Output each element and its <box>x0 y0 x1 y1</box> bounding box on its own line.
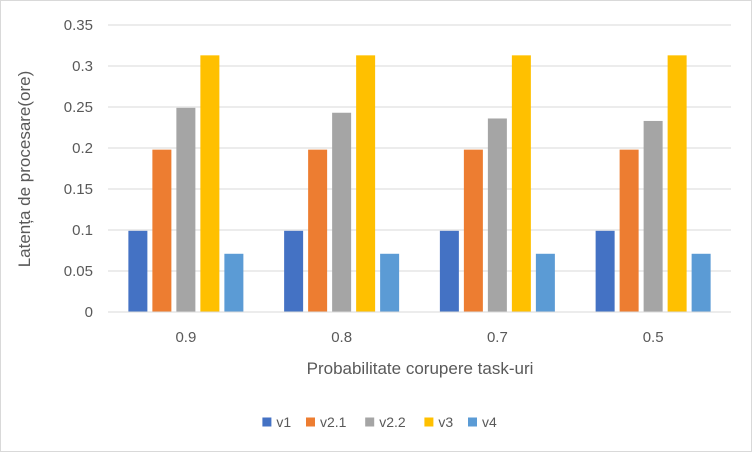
y-tick-label: 0 <box>85 304 93 321</box>
legend-swatch-v4 <box>468 417 477 427</box>
bar-v2.2-0.9 <box>176 107 196 312</box>
y-axis-title: Latența de procesare(ore) <box>15 71 34 268</box>
legend-label: v2.2 <box>379 414 406 430</box>
bar-v2.1-0.8 <box>308 149 328 312</box>
bars <box>128 55 711 313</box>
bar-v1-0.5 <box>595 230 615 312</box>
legend-label: v1 <box>276 414 291 430</box>
y-tick-label: 0.05 <box>64 263 93 280</box>
legend-swatch-v3 <box>424 417 434 427</box>
y-tick-label: 0.15 <box>64 181 93 198</box>
bar-v2.2-0.8 <box>332 112 352 313</box>
legend-label: v4 <box>482 414 497 430</box>
legend: v1 v2.1 v2.2 v3 v4 <box>262 414 497 430</box>
legend-swatch-v2.1 <box>306 417 315 427</box>
x-tick-label: 0.7 <box>487 329 508 346</box>
x-axis-title: Probabilitate corupere task-uri <box>307 359 534 378</box>
x-tick-label: 0.8 <box>331 329 352 346</box>
bar-v4-0.7 <box>535 253 555 312</box>
bar-v2.2-0.7 <box>487 118 507 312</box>
y-tick-label: 0.1 <box>72 222 93 239</box>
bar-v3-0.7 <box>511 55 531 313</box>
axes: 0 0.05 0.1 0.15 0.2 0.25 0.3 0.35 0.9 0.8 0.7 0.5 <box>64 17 731 346</box>
y-tick-label: 0.35 <box>64 17 93 34</box>
bar-v2.1-0.5 <box>619 149 639 312</box>
bar-v2.1-0.7 <box>463 149 483 312</box>
bar-v1-0.9 <box>128 230 148 312</box>
legend-label: v3 <box>438 414 453 430</box>
bar-v1-0.7 <box>439 230 459 312</box>
x-tick-label: 0.5 <box>643 329 664 346</box>
y-tick-label: 0.25 <box>64 99 93 116</box>
bar-v2.2-0.5 <box>643 120 663 312</box>
bar-v3-0.9 <box>200 55 220 313</box>
bar-v3-0.8 <box>356 55 376 313</box>
bar-v4-0.9 <box>224 253 244 312</box>
x-tick-label: 0.9 <box>175 329 196 346</box>
legend-swatch-v1 <box>262 417 272 427</box>
y-tick-label: 0.3 <box>72 58 93 75</box>
bar-v1-0.8 <box>284 230 304 312</box>
bar-v3-0.5 <box>667 55 687 313</box>
legend-label: v2.1 <box>320 414 347 430</box>
y-tick-label: 0.2 <box>72 140 93 157</box>
bar-v2.1-0.9 <box>152 149 172 312</box>
bar-v4-0.8 <box>380 253 400 312</box>
legend-swatch-v2.2 <box>365 417 375 427</box>
bar-v4-0.5 <box>691 253 711 312</box>
